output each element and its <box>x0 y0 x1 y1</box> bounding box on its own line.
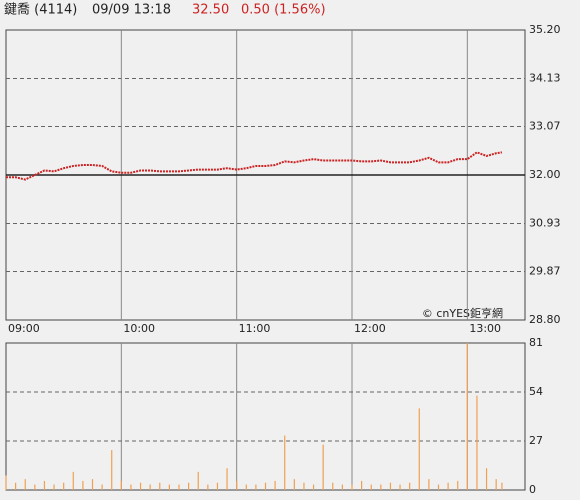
volume-bar <box>188 482 190 490</box>
volume-bar <box>53 484 55 490</box>
volume-bar <box>457 480 459 490</box>
volume-bar <box>284 435 286 490</box>
volume-bar <box>312 484 315 490</box>
volume-bar <box>245 484 247 490</box>
y-tick-label: 30.93 <box>529 216 561 229</box>
volume-bar <box>332 482 334 490</box>
stock-name: 鍵喬 (4114) <box>4 2 77 18</box>
volume-bar <box>34 484 36 490</box>
y-tick-label: 27 <box>529 434 543 447</box>
volume-bar <box>264 482 267 490</box>
x-tick-label: 10:00 <box>123 322 155 335</box>
volume-bar <box>43 480 46 490</box>
change: 0.50 (1.56%) <box>241 3 326 18</box>
volume-bar <box>111 450 113 490</box>
volume-bar <box>178 484 180 490</box>
volume-bar <box>130 484 132 490</box>
y-tick-label: 29.87 <box>529 265 561 278</box>
volume-bar <box>72 471 74 490</box>
y-tick-label: 34.13 <box>529 71 561 84</box>
volume-bar <box>207 484 209 490</box>
x-tick-label: 13:00 <box>469 322 501 335</box>
volume-bar <box>409 482 411 490</box>
volume-bar <box>293 479 295 490</box>
x-tick-label: 11:00 <box>239 322 271 335</box>
volume-bar <box>351 484 353 490</box>
y-tick-label: 0 <box>529 483 536 496</box>
volume-panel <box>5 342 526 491</box>
credit: © cnYES鉅亨網 <box>422 306 503 320</box>
volume-bar <box>5 475 7 490</box>
volume-bar <box>101 484 103 490</box>
y-tick-label: 81 <box>529 336 543 349</box>
volume-bar <box>82 480 84 490</box>
volume-bar <box>380 484 382 490</box>
volume-bar <box>159 482 161 490</box>
volume-bar <box>226 468 228 490</box>
volume-bar <box>418 408 420 490</box>
volume-bar <box>389 482 392 490</box>
volume-bar <box>303 482 305 490</box>
volume-bar <box>466 343 468 490</box>
volume-bar <box>63 482 65 490</box>
volume-bar <box>428 479 430 490</box>
price: 32.50 <box>192 3 229 18</box>
volume-bar <box>120 480 122 490</box>
datetime: 09/09 13:18 <box>92 3 171 18</box>
y-tick-label: 28.80 <box>529 313 561 326</box>
volume-bar <box>274 480 276 490</box>
volume-bar <box>139 482 142 490</box>
x-tick-label: 09:00 <box>8 322 40 335</box>
volume-bar <box>476 395 478 490</box>
y-tick-label: 32.00 <box>529 168 561 181</box>
volume-bar <box>341 484 343 490</box>
price-line <box>6 151 503 181</box>
y-tick-label: 35.20 <box>529 23 561 36</box>
volume-bar <box>255 484 257 490</box>
volume-bar <box>399 484 401 490</box>
y-tick-label: 54 <box>529 385 543 398</box>
volume-bar <box>24 479 26 490</box>
volume-bar <box>361 480 363 490</box>
volume-bar <box>91 479 94 490</box>
volume-bar <box>15 482 17 490</box>
volume-bar <box>485 468 488 490</box>
volume-bar <box>197 471 199 490</box>
x-tick-label: 12:00 <box>354 322 386 335</box>
volume-bar <box>149 484 151 490</box>
volume-bar <box>236 480 238 490</box>
y-tick-label: 33.07 <box>529 120 561 133</box>
volume-bar <box>370 484 372 490</box>
volume-bar <box>437 484 440 490</box>
volume-bar <box>501 482 503 490</box>
volume-bar <box>322 444 324 490</box>
volume-bar <box>495 479 497 490</box>
volume-bar <box>168 484 170 490</box>
volume-bar <box>216 482 219 490</box>
volume-bar <box>447 482 449 490</box>
